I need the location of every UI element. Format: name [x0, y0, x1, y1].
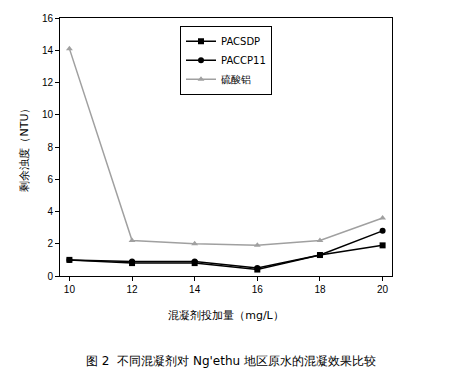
svg-text:20: 20	[377, 284, 389, 295]
svg-text:10: 10	[64, 284, 76, 295]
svg-text:16: 16	[252, 284, 264, 295]
svg-text:PACCP11: PACCP11	[221, 55, 266, 66]
svg-text:18: 18	[314, 284, 326, 295]
svg-text:图 2 不同混凝剂对 Ng'ethu 地区原水的混凝效果比: 图 2 不同混凝剂对 Ng'ethu 地区原水的混凝效果比较	[86, 354, 376, 368]
svg-text:混凝剂投加量（mg/L）: 混凝剂投加量（mg/L）	[168, 309, 284, 322]
svg-text:12: 12	[126, 284, 138, 295]
svg-text:14: 14	[42, 45, 54, 56]
svg-text:剩余浊度（NTU）: 剩余浊度（NTU）	[18, 103, 31, 192]
svg-text:12: 12	[42, 77, 54, 88]
svg-text:6: 6	[47, 174, 53, 185]
svg-text:16: 16	[42, 13, 54, 24]
svg-text:8: 8	[47, 142, 53, 153]
svg-text:2: 2	[47, 238, 53, 249]
svg-text:硫酸铝: 硫酸铝	[221, 74, 251, 85]
svg-text:14: 14	[189, 284, 201, 295]
svg-text:0: 0	[47, 271, 53, 282]
svg-text:PACSDP: PACSDP	[221, 36, 260, 47]
svg-text:10: 10	[42, 109, 54, 120]
svg-text:4: 4	[47, 206, 53, 217]
